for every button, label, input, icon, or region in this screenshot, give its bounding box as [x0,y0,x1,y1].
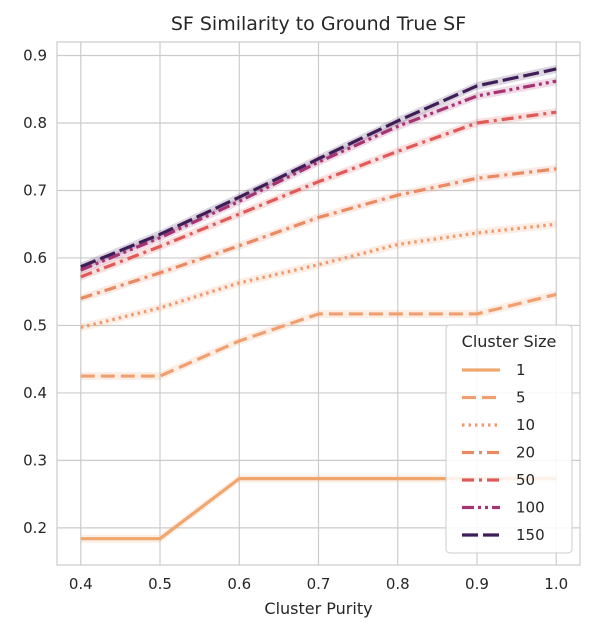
y-tick-label: 0.5 [23,316,47,334]
legend-label-50: 50 [516,471,535,489]
y-tick-label: 0.3 [23,451,47,469]
x-tick-label: 0.7 [307,575,331,593]
x-tick-label: 0.5 [148,575,172,593]
x-tick-label: 0.6 [227,575,251,593]
legend-label-20: 20 [516,444,535,462]
legend-label-100: 100 [516,499,545,517]
series-band-20 [80,164,557,303]
series-line-50 [80,110,557,279]
chart-title: SF Similarity to Ground True SF [171,13,466,35]
x-tick-label: 0.4 [69,575,93,593]
legend-label-150: 150 [516,526,545,544]
legend-box [445,324,573,554]
y-tick-label: 0.8 [23,114,47,132]
plot-frame [56,41,581,566]
legend-title: Cluster Size [462,332,557,351]
x-axis-label: Cluster Purity [264,599,372,618]
legend: Cluster Size 1 5 10 20 50 100 150 [445,324,573,554]
y-tick-label: 0.9 [23,46,47,64]
y-tick-label: 0.2 [23,519,47,537]
series-line-20 [80,167,557,300]
series-band-10 [80,220,557,332]
x-tick-labels: 0.4 0.5 0.6 0.7 0.8 0.9 1.0 [69,575,568,593]
y-tick-labels: 0.2 0.3 0.4 0.5 0.6 0.7 0.8 0.9 [23,46,47,536]
legend-label-5: 5 [516,389,526,407]
x-tick-label: 1.0 [544,575,568,593]
series-line-5 [80,292,557,378]
series-line-150 [80,67,557,269]
x-tick-label: 0.8 [386,575,410,593]
series-band-100 [80,77,557,275]
x-tick-label: 0.9 [465,575,489,593]
series-line-100 [80,79,557,272]
y-tick-label: 0.4 [23,384,47,402]
y-tick-label: 0.7 [23,181,47,199]
legend-label-10: 10 [516,416,535,434]
legend-label-1: 1 [516,361,526,379]
y-tick-label: 0.6 [23,249,47,267]
gridlines [57,42,580,565]
series-lines [80,67,557,541]
